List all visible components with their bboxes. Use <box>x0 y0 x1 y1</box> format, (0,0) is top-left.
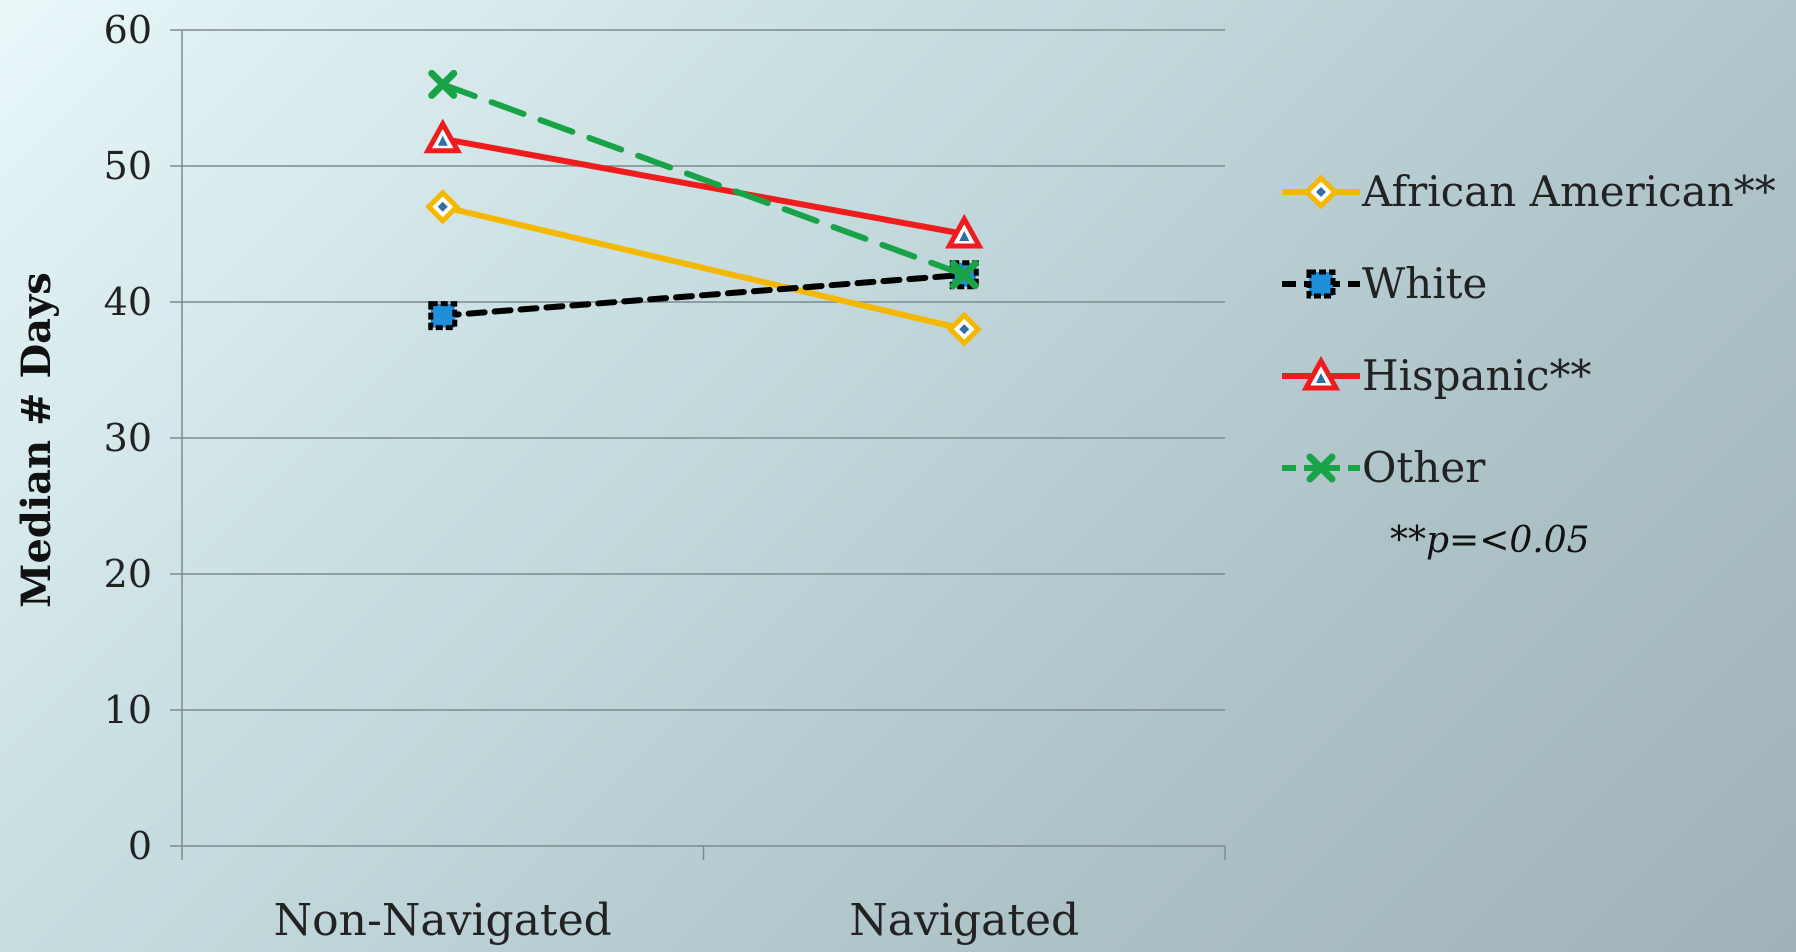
data-point-marker-center <box>959 231 970 241</box>
x-tick-label: Non-Navigated <box>274 895 612 946</box>
data-point-marker-center <box>959 324 970 335</box>
legend-marker <box>1306 453 1336 483</box>
data-point-marker <box>428 69 458 99</box>
legend: African American** White Hispanic** Other <box>1282 167 1776 492</box>
series-line <box>439 271 968 319</box>
data-point-marker <box>428 301 458 331</box>
gridlines <box>182 29 1225 711</box>
legend-marker-center <box>1316 187 1326 197</box>
legend-label: African American** <box>1361 167 1776 216</box>
y-tick-label: 60 <box>104 8 152 52</box>
series-3 <box>428 69 979 290</box>
legend-item: Hispanic** <box>1282 351 1592 400</box>
series-0 <box>425 189 982 347</box>
legend-item: White <box>1282 259 1487 308</box>
y-tick-label: 0 <box>128 824 152 868</box>
series-2 <box>423 118 984 249</box>
series-1 <box>428 260 979 331</box>
legend-marker-center <box>1316 373 1326 383</box>
significance-note: **p=<0.05 <box>1390 520 1590 561</box>
y-tick-label: 10 <box>104 688 152 732</box>
y-tick-label: 30 <box>104 416 152 460</box>
legend-label: White <box>1362 259 1487 308</box>
y-tick-label: 50 <box>104 144 152 188</box>
series-line <box>439 81 968 278</box>
series-line <box>439 203 968 333</box>
legend-label: Other <box>1362 443 1486 492</box>
y-tick-label: 20 <box>104 552 152 596</box>
axes <box>170 29 1226 860</box>
series-line <box>439 135 968 237</box>
y-tick-label: 40 <box>104 280 152 324</box>
legend-item: Other <box>1282 443 1486 492</box>
y-axis-label: Median # Days <box>13 272 60 608</box>
y-tick-labels: 0 10 20 30 40 50 60 <box>104 8 152 868</box>
data-point-marker-center <box>437 201 448 212</box>
legend-label: Hispanic** <box>1362 351 1592 400</box>
series-lines <box>423 69 984 347</box>
x-tick-labels: Non-Navigated Navigated <box>274 895 1080 946</box>
legend-item: African American** <box>1282 167 1776 216</box>
data-point-marker <box>949 260 979 290</box>
legend-marker <box>1306 269 1336 299</box>
x-tick-label: Navigated <box>849 895 1079 946</box>
data-point-marker-center <box>437 135 448 146</box>
